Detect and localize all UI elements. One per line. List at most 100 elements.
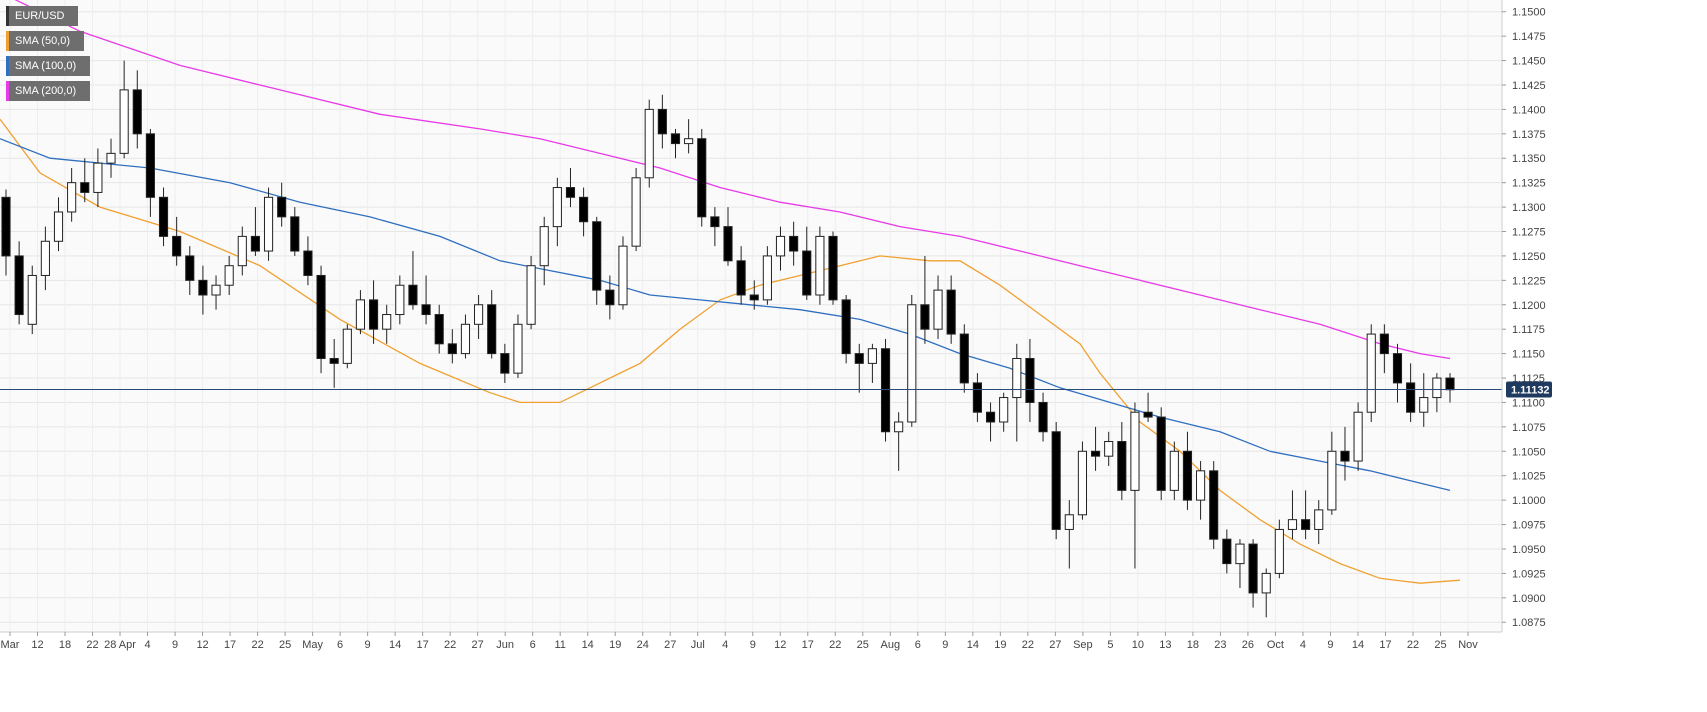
- candle-body-up: [119, 89, 129, 154]
- candle: [1419, 373, 1429, 427]
- x-tick-label: 17: [802, 639, 814, 651]
- candle-body-down: [972, 382, 982, 413]
- candle: [736, 246, 746, 305]
- x-tick-label: 12: [196, 639, 208, 651]
- candle: [1327, 431, 1337, 515]
- candle: [972, 373, 982, 422]
- candle-body-down: [316, 274, 326, 359]
- candle: [946, 275, 956, 344]
- candle-body-down: [329, 357, 339, 364]
- candle-body-up: [618, 245, 628, 306]
- candle: [395, 275, 405, 325]
- x-tick-label: 22: [251, 639, 263, 651]
- candle-body-up: [27, 274, 37, 325]
- y-tick-label: 1.1425: [1512, 80, 1546, 92]
- candle-body-up: [999, 397, 1009, 423]
- x-tick-label: 22: [829, 639, 841, 651]
- candle-body-down: [920, 304, 930, 330]
- candle: [1038, 392, 1048, 442]
- x-tick-label: 17: [1379, 639, 1391, 651]
- candle: [1025, 338, 1035, 422]
- x-tick-label: Jun: [496, 639, 514, 651]
- candle-body-down: [1156, 416, 1166, 491]
- grid: [0, 0, 1502, 632]
- x-tick-label: 27: [1049, 639, 1061, 651]
- candle-body-down: [841, 299, 851, 355]
- candle: [1104, 431, 1114, 466]
- candle-body-down: [657, 108, 667, 135]
- candle-body-up: [775, 235, 786, 257]
- y-tick-label: 1.1075: [1512, 422, 1546, 434]
- candle: [565, 168, 576, 208]
- candle-body-up: [263, 196, 274, 252]
- candle-body-down: [828, 235, 838, 301]
- candle: [815, 226, 825, 305]
- candle-body-up: [933, 289, 943, 330]
- x-tick-label: 23: [1214, 639, 1226, 651]
- y-tick-label: 1.1025: [1512, 471, 1546, 483]
- candle: [198, 265, 208, 315]
- candle: [802, 226, 812, 300]
- candle-body-up: [1353, 411, 1363, 462]
- y-tick-label: 1.0875: [1512, 617, 1546, 629]
- legend-label: EUR/USD: [15, 10, 65, 22]
- candle-body-down: [789, 235, 799, 252]
- candle-body-down: [303, 250, 313, 276]
- sma-200-line: [14, 0, 1451, 360]
- candle: [1235, 539, 1245, 589]
- legend-item-eurusd[interactable]: EUR/USD: [6, 6, 78, 26]
- candle-body-up: [211, 284, 221, 296]
- candle-body-up: [1130, 411, 1140, 491]
- candle-body-down: [880, 348, 891, 433]
- x-axis-ticks: Mar 12 18 22 28 Apr 4 9 12 17 22 25 May 6 9 14 17 22 27 Ju…: [1, 632, 1478, 651]
- x-tick-label: 18: [1187, 639, 1199, 651]
- candle-body-down: [1445, 377, 1455, 391]
- candle-body-down: [185, 255, 195, 281]
- candle-body-up: [631, 177, 641, 247]
- legend-label: SMA (100,0): [15, 60, 77, 72]
- candle-body-down: [749, 294, 759, 301]
- candle: [1077, 441, 1088, 520]
- legend-item-sma50[interactable]: SMA (50,0): [6, 31, 84, 51]
- candle: [421, 275, 431, 325]
- candle: [145, 128, 155, 217]
- candle-body-up: [1366, 333, 1376, 413]
- x-tick-label: 14: [967, 639, 979, 651]
- candle-body-up: [237, 235, 247, 267]
- candle-body-down: [290, 216, 300, 252]
- x-tick-label: 6: [915, 639, 921, 651]
- legend-item-sma100[interactable]: SMA (100,0): [6, 56, 90, 76]
- candle: [80, 158, 90, 203]
- legend-label: SMA (50,0): [15, 35, 71, 47]
- candle: [434, 304, 444, 354]
- x-tick-label: 19: [994, 639, 1006, 651]
- candle-body-up: [474, 304, 484, 325]
- y-tick-label: 1.1500: [1512, 7, 1546, 19]
- x-tick-label: 11: [554, 639, 565, 651]
- candle-body-down: [670, 133, 681, 145]
- candle-body-up: [106, 152, 116, 164]
- candle-body-up: [93, 162, 103, 193]
- candle-body-up: [1012, 357, 1022, 399]
- y-tick-label: 1.1250: [1512, 251, 1546, 263]
- candle-body-up: [1077, 450, 1088, 516]
- candle-body-up: [1274, 528, 1284, 574]
- candle-body-down: [145, 133, 155, 198]
- x-tick-label: May: [302, 639, 323, 651]
- x-tick-label: 17: [417, 639, 429, 651]
- candle: [592, 216, 602, 305]
- x-tick-label: 22: [1022, 639, 1034, 651]
- candle-body-down: [946, 289, 956, 335]
- candle: [605, 275, 615, 320]
- legend-item-sma200[interactable]: SMA (200,0): [6, 81, 90, 101]
- candle: [1261, 568, 1271, 618]
- candle: [474, 294, 484, 339]
- candle: [342, 324, 352, 369]
- candle: [579, 187, 589, 237]
- candle: [460, 314, 471, 359]
- x-tick-label: 6: [337, 639, 343, 651]
- candle-body-down: [723, 226, 733, 262]
- x-tick-label: 9: [942, 639, 948, 651]
- candle: [290, 207, 300, 256]
- y-tick-label: 1.0950: [1512, 544, 1546, 556]
